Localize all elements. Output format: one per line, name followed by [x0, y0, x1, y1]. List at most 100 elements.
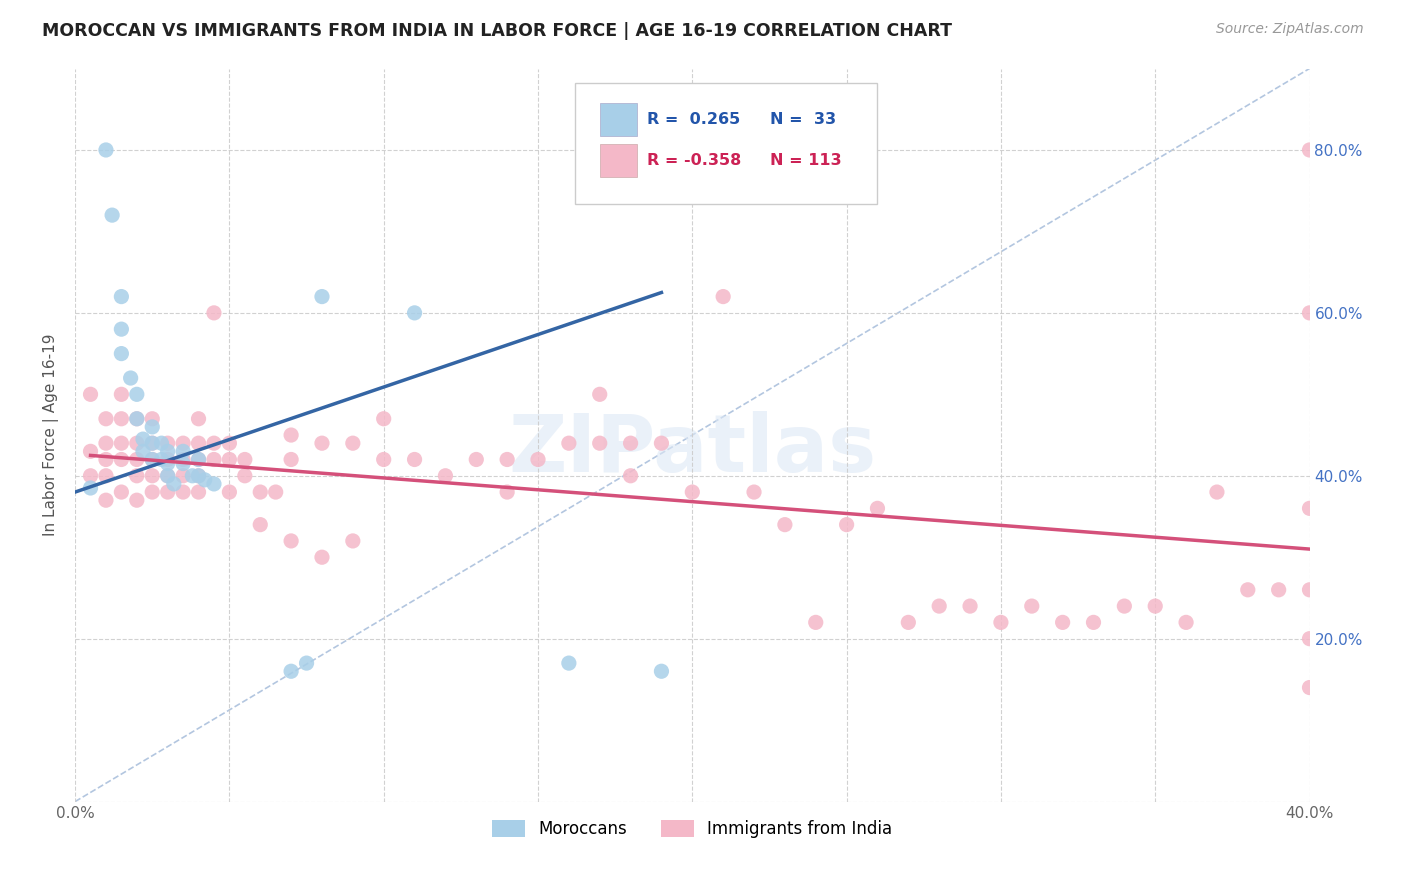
Point: [1236, 582, 1258, 597]
Point: [404, 306, 426, 320]
Point: [172, 436, 194, 450]
Point: [141, 420, 163, 434]
Point: [558, 436, 581, 450]
Point: [132, 444, 155, 458]
Point: [1298, 582, 1320, 597]
Point: [194, 473, 217, 487]
Point: [110, 452, 132, 467]
Point: [110, 289, 132, 303]
Point: [218, 485, 240, 500]
Point: [156, 457, 179, 471]
Point: [110, 411, 132, 425]
Point: [280, 665, 302, 679]
Point: [295, 656, 318, 670]
Text: N = 113: N = 113: [770, 153, 842, 168]
Point: [897, 615, 920, 630]
Point: [172, 457, 194, 471]
Point: [650, 665, 672, 679]
Point: [342, 436, 364, 450]
Point: [1175, 615, 1198, 630]
Point: [650, 436, 672, 450]
Point: [804, 615, 827, 630]
Point: [233, 452, 256, 467]
Legend: Moroccans, Immigrants from India: Moroccans, Immigrants from India: [485, 813, 900, 845]
Point: [249, 517, 271, 532]
Point: [218, 452, 240, 467]
Point: [132, 432, 155, 446]
Point: [110, 322, 132, 336]
Point: [156, 436, 179, 450]
Point: [94, 493, 117, 508]
Text: MOROCCAN VS IMMIGRANTS FROM INDIA IN LABOR FORCE | AGE 16-19 CORRELATION CHART: MOROCCAN VS IMMIGRANTS FROM INDIA IN LAB…: [42, 22, 952, 40]
Point: [125, 452, 148, 467]
Point: [187, 436, 209, 450]
Point: [163, 477, 186, 491]
Point: [496, 485, 519, 500]
Point: [202, 306, 225, 320]
Point: [94, 436, 117, 450]
Point: [742, 485, 765, 500]
Point: [79, 481, 101, 495]
Point: [101, 208, 124, 222]
Point: [94, 452, 117, 467]
Point: [835, 517, 858, 532]
Point: [110, 485, 132, 500]
Point: [202, 477, 225, 491]
Point: [928, 599, 950, 613]
Point: [187, 452, 209, 467]
Point: [558, 656, 581, 670]
FancyBboxPatch shape: [575, 83, 877, 204]
Point: [79, 468, 101, 483]
Point: [79, 387, 101, 401]
Point: [110, 346, 132, 360]
Point: [141, 436, 163, 450]
Point: [172, 468, 194, 483]
Point: [311, 289, 333, 303]
Point: [619, 468, 641, 483]
Text: Source: ZipAtlas.com: Source: ZipAtlas.com: [1216, 22, 1364, 37]
Point: [156, 468, 179, 483]
Point: [496, 452, 519, 467]
Point: [120, 371, 142, 385]
Point: [141, 436, 163, 450]
Point: [373, 411, 395, 425]
Y-axis label: In Labor Force | Age 16-19: In Labor Force | Age 16-19: [44, 334, 59, 536]
Point: [311, 436, 333, 450]
Text: R = -0.358: R = -0.358: [647, 153, 741, 168]
Point: [187, 452, 209, 467]
Point: [681, 485, 703, 500]
Point: [1021, 599, 1043, 613]
Point: [125, 411, 148, 425]
Point: [156, 468, 179, 483]
Point: [172, 444, 194, 458]
Point: [280, 533, 302, 548]
Point: [125, 493, 148, 508]
Point: [141, 452, 163, 467]
Point: [1298, 306, 1320, 320]
Point: [110, 436, 132, 450]
Point: [280, 452, 302, 467]
Point: [187, 485, 209, 500]
Point: [202, 436, 225, 450]
Point: [150, 452, 173, 467]
Point: [1267, 582, 1289, 597]
Point: [404, 452, 426, 467]
Point: [156, 452, 179, 467]
Bar: [600, 103, 637, 136]
Point: [959, 599, 981, 613]
Point: [125, 436, 148, 450]
Point: [866, 501, 889, 516]
Point: [94, 143, 117, 157]
Point: [110, 387, 132, 401]
Point: [141, 452, 163, 467]
Point: [141, 485, 163, 500]
Point: [264, 485, 287, 500]
Point: [773, 517, 796, 532]
Point: [172, 485, 194, 500]
Point: [465, 452, 488, 467]
Point: [434, 468, 457, 483]
Point: [141, 468, 163, 483]
Point: [1298, 681, 1320, 695]
Point: [1052, 615, 1074, 630]
Point: [141, 411, 163, 425]
